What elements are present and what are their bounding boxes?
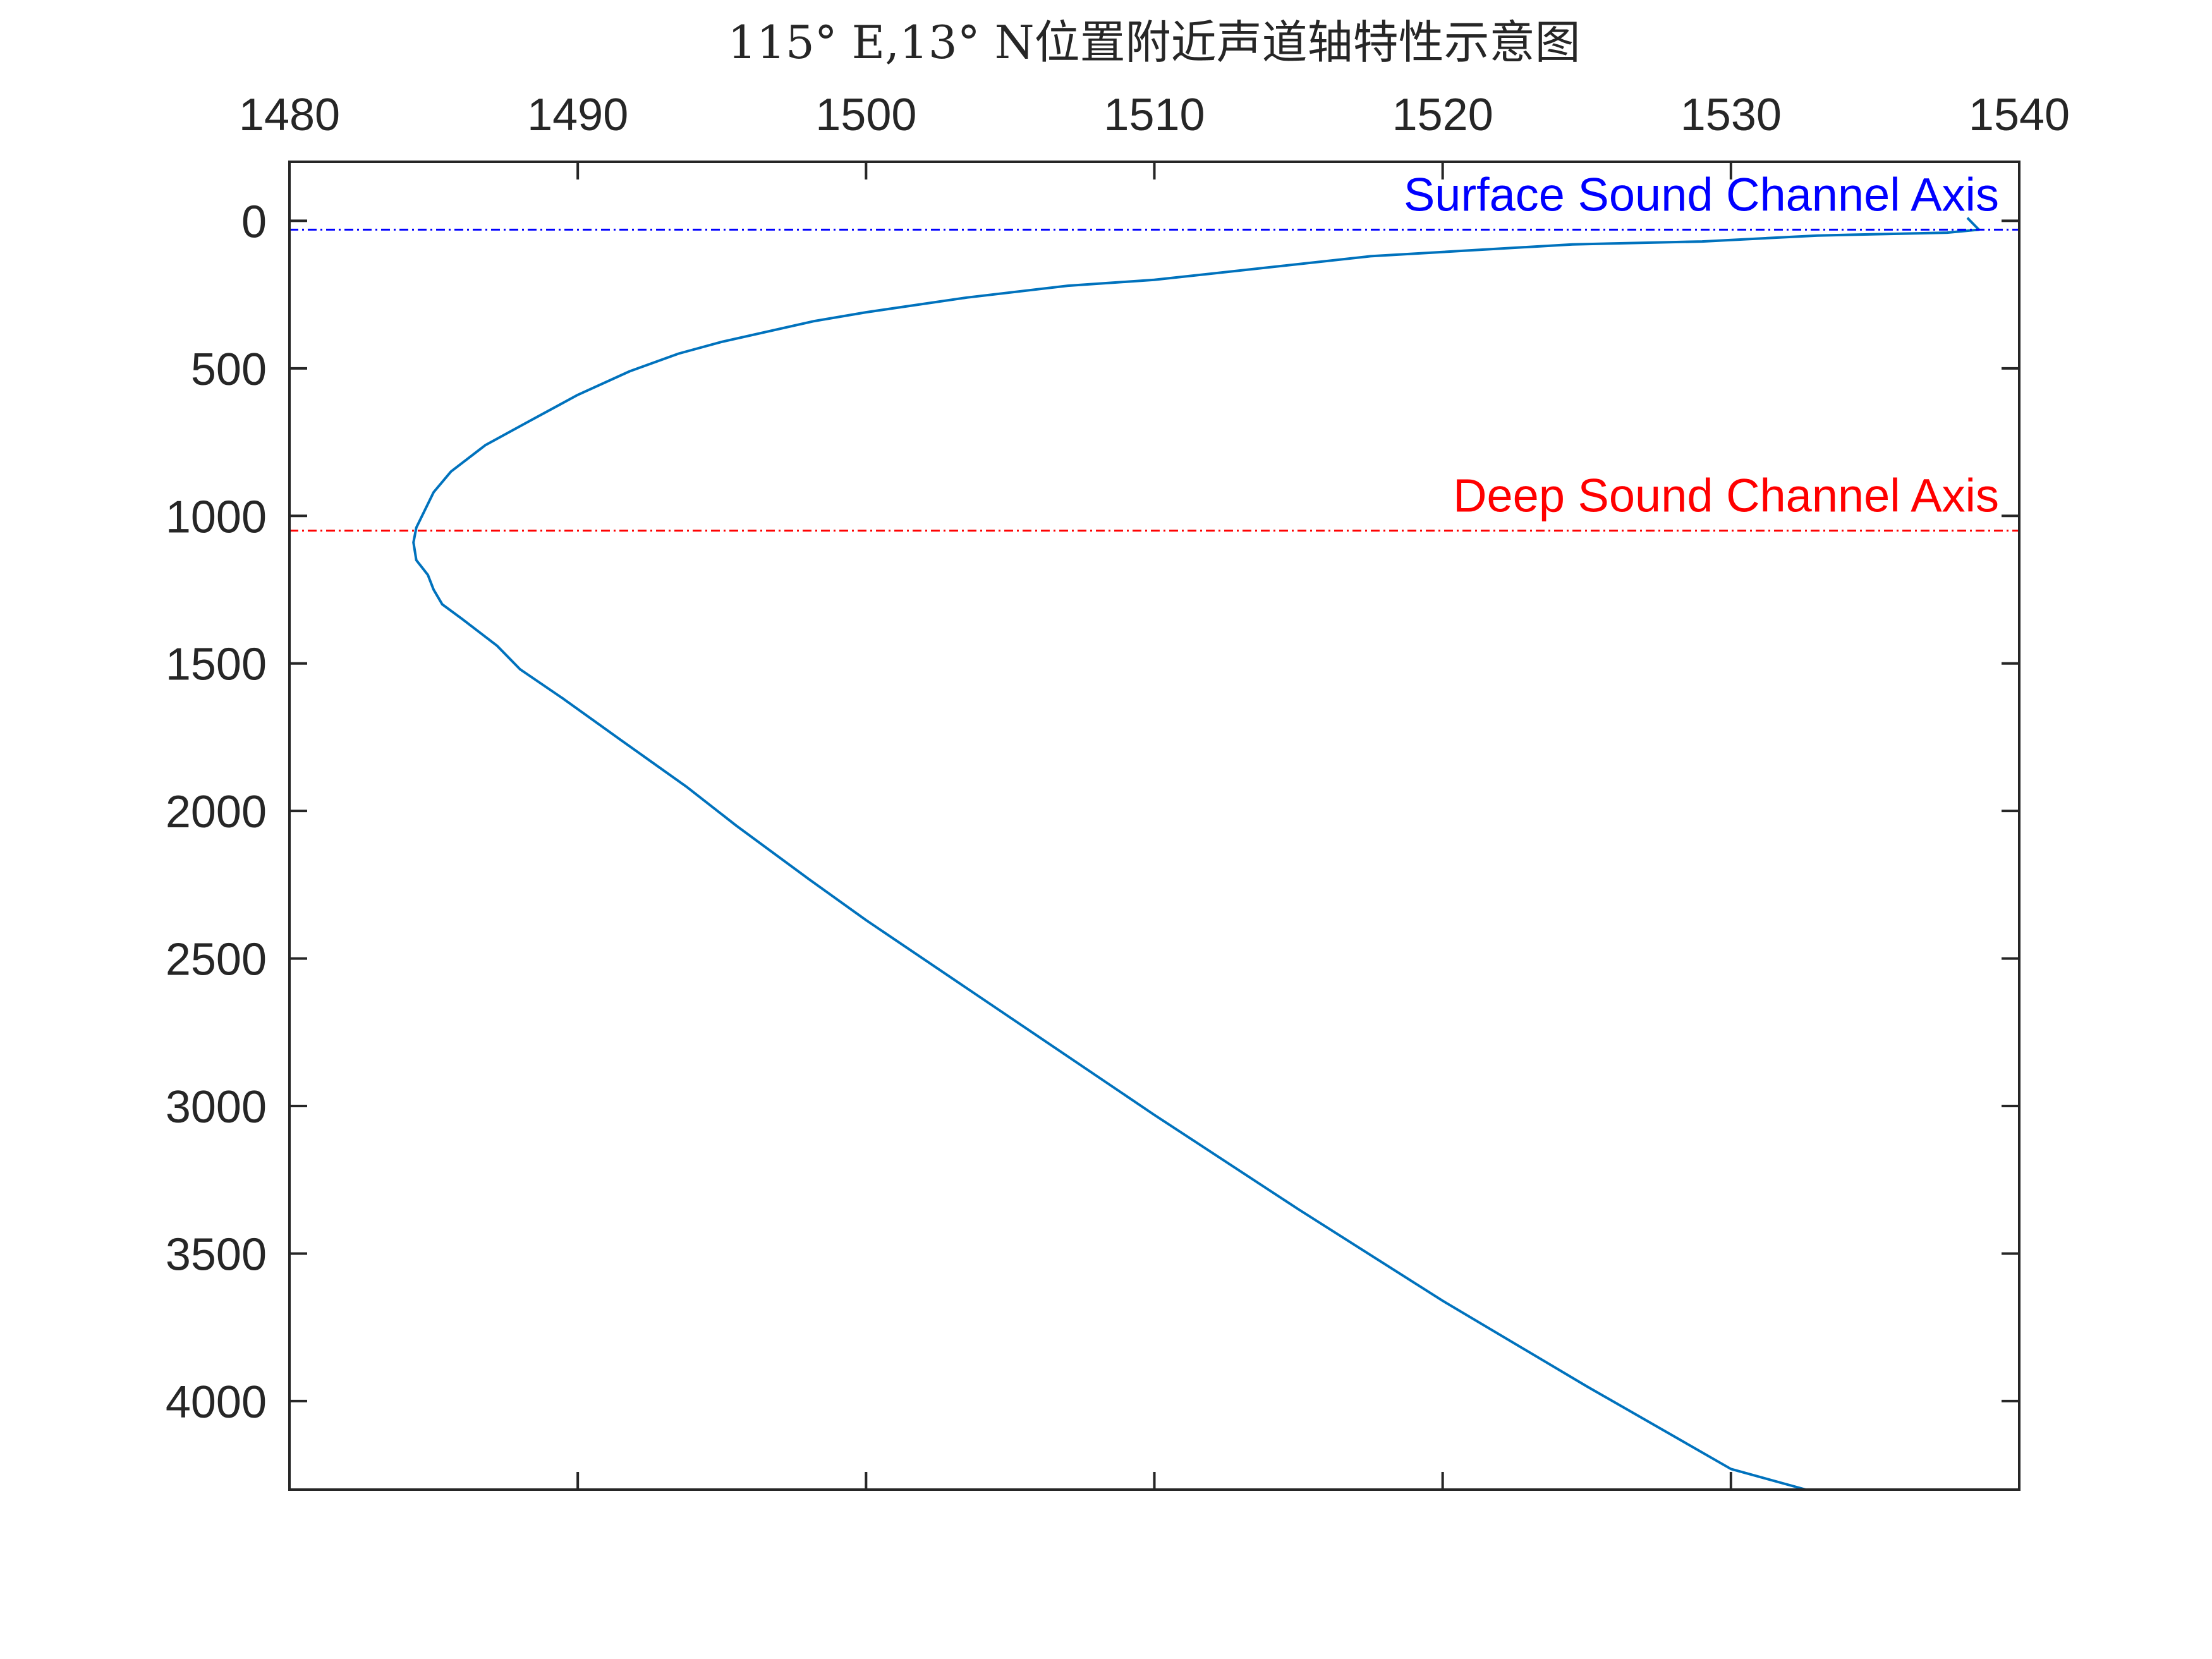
x-tick-label-1500: 1500 bbox=[815, 90, 916, 140]
y-tick-label-3500: 3500 bbox=[166, 1229, 267, 1280]
x-tick-label-1540: 1540 bbox=[1969, 90, 2070, 140]
chart-title: 115° E,13° N位置附近声道轴特性示意图 bbox=[727, 16, 1580, 69]
x-tick-label-1530: 1530 bbox=[1680, 90, 1782, 140]
y-tick-label-2500: 2500 bbox=[166, 935, 267, 985]
series-line-0 bbox=[412, 217, 1981, 1491]
y-tick-label-1500: 1500 bbox=[166, 640, 267, 690]
x-tick-label-1510: 1510 bbox=[1103, 90, 1205, 140]
axes-box bbox=[288, 161, 2021, 1491]
deep-sound-channel-axis-label: Deep Sound Channel Axis bbox=[1453, 470, 1999, 522]
x-tick-label-1490: 1490 bbox=[527, 90, 628, 140]
surface-sound-channel-axis-label: Surface Sound Channel Axis bbox=[1404, 168, 1999, 221]
x-tick-label-1520: 1520 bbox=[1392, 90, 1493, 140]
y-tick-label-3000: 3000 bbox=[166, 1082, 267, 1133]
y-tick-label-2000: 2000 bbox=[166, 787, 267, 837]
x-tick-label-1480: 1480 bbox=[239, 90, 340, 140]
plot-area: Surface Sound Channel Axis Deep Sound Cha… bbox=[166, 90, 2070, 1491]
y-tick-label-1000: 1000 bbox=[166, 492, 267, 542]
y-tick-label-4000: 4000 bbox=[166, 1377, 267, 1428]
y-tick-label-0: 0 bbox=[241, 197, 267, 247]
y-tick-label-500: 500 bbox=[191, 344, 267, 395]
